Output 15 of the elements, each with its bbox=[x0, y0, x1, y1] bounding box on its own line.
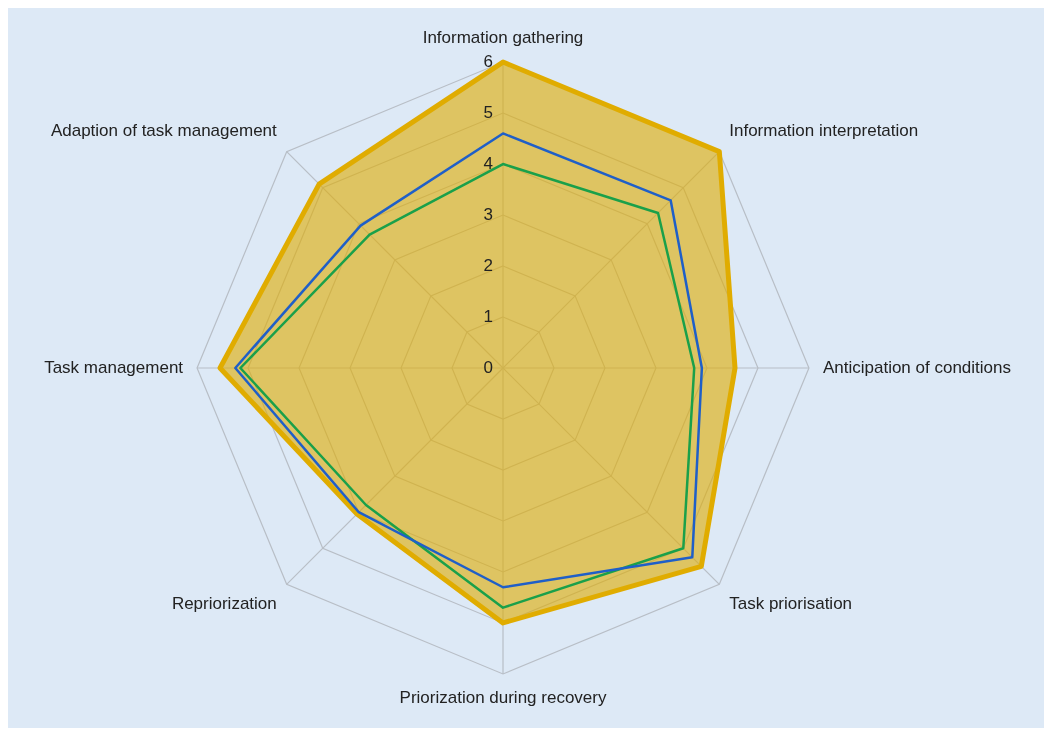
y-tick-label: 1 bbox=[483, 306, 493, 326]
y-tick-label: 3 bbox=[483, 204, 493, 224]
y-tick-label: 0 bbox=[483, 357, 493, 377]
y-tick-label: 2 bbox=[483, 255, 493, 275]
y-tick-label: 6 bbox=[483, 51, 493, 71]
spoke-label: Task priorisation bbox=[729, 594, 853, 614]
spoke-label: Anticipation of conditions bbox=[822, 357, 1011, 377]
y-tick-label: 4 bbox=[483, 153, 493, 173]
spoke-label: Task management bbox=[44, 357, 184, 377]
spoke-label: Adaption of task management bbox=[50, 121, 278, 141]
spoke-label: Priorization during recovery bbox=[399, 687, 607, 707]
spoke-label: Information gathering bbox=[422, 27, 584, 47]
spoke-label: Information interpretation bbox=[729, 121, 919, 141]
y-tick-label: 5 bbox=[483, 102, 493, 122]
spoke-label: Repriorization bbox=[171, 594, 277, 614]
